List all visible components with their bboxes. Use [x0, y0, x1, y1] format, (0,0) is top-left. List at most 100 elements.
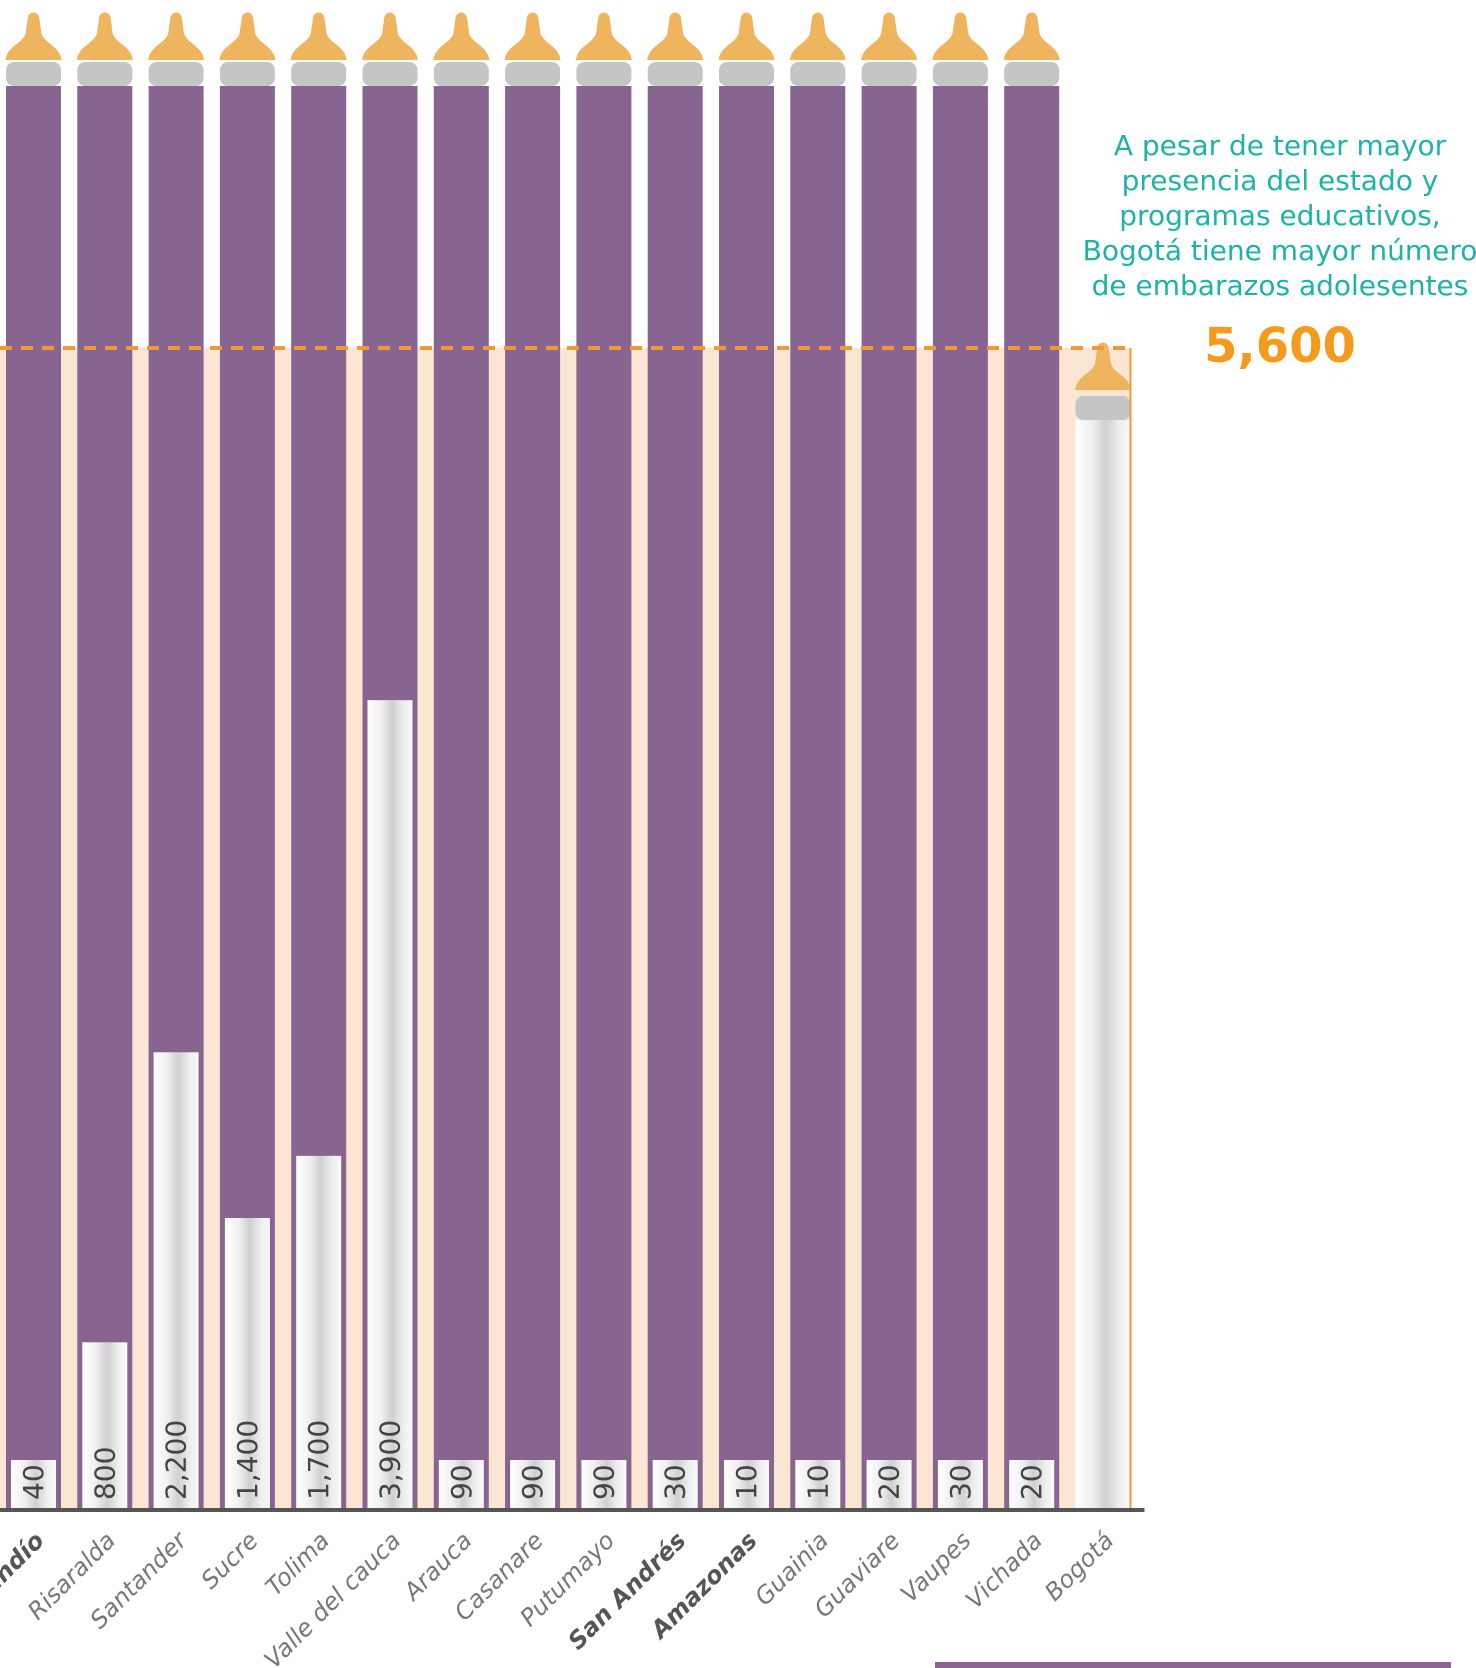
- nipple-shape: [76, 12, 133, 60]
- bottle-cap: [433, 62, 489, 86]
- bottle-body: [932, 86, 988, 1508]
- annotation-line: presencia del estado y: [1121, 164, 1439, 197]
- x-tick-label: Bogotá: [1039, 1526, 1119, 1606]
- bottle-nipple: [1003, 12, 1060, 60]
- bottle-nipple: [362, 12, 418, 60]
- annotation-line: A pesar de tener mayor: [1113, 129, 1447, 162]
- value-label: 10: [801, 1464, 834, 1500]
- bottle-cap: [861, 62, 917, 86]
- nipple-shape: [647, 12, 704, 60]
- x-tick-label: Vichada: [960, 1526, 1048, 1614]
- nipple-shape: [433, 12, 490, 60]
- bottle-nipple: [290, 12, 347, 60]
- bottle-cap: [148, 62, 204, 86]
- bottle-cap: [362, 62, 418, 86]
- nipple-shape: [148, 12, 205, 60]
- value-label: 1,400: [231, 1420, 264, 1500]
- value-label: 800: [88, 1447, 121, 1500]
- bottle-cap: [219, 62, 275, 86]
- bottle-cap: [576, 62, 632, 86]
- nipple-shape: [1003, 12, 1060, 60]
- bottle-nipple: [647, 12, 704, 60]
- bottle-body: [861, 86, 917, 1508]
- bottle-body: [1004, 86, 1060, 1508]
- bottle-body: [576, 86, 632, 1508]
- milk-bar: [367, 700, 413, 1508]
- bottle-cap: [1004, 62, 1060, 86]
- annotation-line: de embarazos adolesentes: [1091, 269, 1469, 302]
- bottle-nipple: [1075, 342, 1131, 390]
- nipple-shape: [932, 12, 989, 60]
- value-label: 2,200: [160, 1420, 193, 1500]
- bottle-nipple: [504, 12, 561, 60]
- milk-bar: [866, 1460, 912, 1508]
- bottle-nipple: [932, 12, 989, 60]
- bottle-nipple: [5, 12, 62, 60]
- milk-bar: [153, 1052, 199, 1508]
- milk-bar: [1075, 420, 1131, 1508]
- nipple-shape: [1075, 342, 1131, 390]
- annotation-line: Bogotá tiene mayor número: [1082, 234, 1476, 267]
- value-label: 10: [730, 1464, 763, 1500]
- bottle-nipple: [433, 12, 490, 60]
- milk-bar: [1009, 1460, 1055, 1508]
- value-label: 3,900: [374, 1420, 407, 1500]
- annotation-line: programas educativos,: [1119, 199, 1441, 232]
- bottle-cap: [6, 62, 61, 86]
- value-label: 20: [1015, 1464, 1048, 1500]
- bottle-nipple: [861, 12, 918, 60]
- value-label: 1,700: [302, 1420, 335, 1500]
- milk-bar: [82, 1342, 128, 1508]
- milk-bar: [224, 1218, 270, 1508]
- nipple-shape: [718, 12, 775, 60]
- bottle-cap: [77, 62, 133, 86]
- annotation-value: 5,600: [1204, 318, 1356, 374]
- nipple-shape: [362, 12, 418, 60]
- bottle-nipple: [718, 12, 775, 60]
- milk-bar: [795, 1460, 841, 1508]
- milk-bar: [11, 1460, 56, 1508]
- bottle-nipple: [76, 12, 133, 60]
- bottle-body: [77, 86, 133, 1508]
- bottle-nipple: [148, 12, 205, 60]
- nipple-shape: [219, 12, 276, 60]
- nipple-shape: [861, 12, 918, 60]
- value-label: 30: [944, 1464, 977, 1500]
- milk-bar: [296, 1155, 342, 1508]
- bottle-group: 40 800 2,200 1,400 1,700 3,900 90 90 90 30 10 10 20 3…: [5, 12, 1132, 1508]
- bottle-cap: [291, 62, 347, 86]
- bottle-cap: [719, 62, 774, 86]
- bottle-cap: [647, 62, 703, 86]
- nipple-shape: [504, 12, 561, 60]
- value-label: 90: [516, 1464, 549, 1500]
- milk-bar: [581, 1460, 627, 1508]
- bottle-body: [6, 86, 61, 1508]
- bar-edge-line: [1129, 348, 1132, 1508]
- bottle-body: [647, 86, 703, 1508]
- nipple-shape: [5, 12, 62, 60]
- value-label: 20: [873, 1464, 906, 1500]
- bottle-cap: [1075, 396, 1131, 420]
- bottle-body: [790, 86, 846, 1508]
- milk-bar: [937, 1460, 983, 1508]
- bottle-body: [505, 86, 561, 1508]
- bottle-nipple: [575, 12, 632, 60]
- value-label: 90: [445, 1464, 478, 1500]
- bottle-nipple: [789, 12, 846, 60]
- milk-bar: [652, 1460, 698, 1508]
- nipple-shape: [789, 12, 846, 60]
- milk-bar: [438, 1460, 484, 1508]
- bottle-cap: [932, 62, 988, 86]
- value-label: 90: [587, 1464, 620, 1500]
- value-label: 30: [659, 1464, 692, 1500]
- milk-bar: [510, 1460, 556, 1508]
- nipple-shape: [575, 12, 632, 60]
- milk-bar: [724, 1460, 769, 1508]
- legend-color-bar: [935, 1662, 1451, 1668]
- x-tick-label: Sucre: [196, 1526, 264, 1594]
- nipple-shape: [290, 12, 347, 60]
- bottle-body: [719, 86, 774, 1508]
- bottle-body: [433, 86, 489, 1508]
